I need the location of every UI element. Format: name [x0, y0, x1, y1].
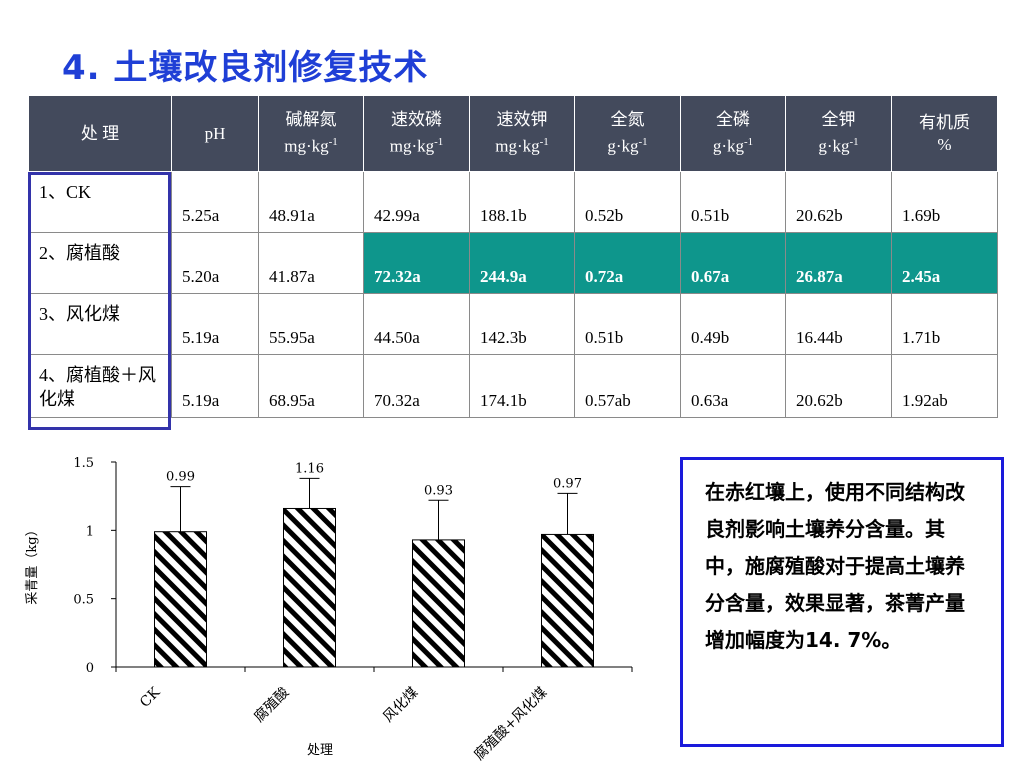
value-cell: 44.50a	[363, 293, 470, 355]
summary-note-text: 在赤红壤上，使用不同结构改良剂影响土壤养分含量。其中，施腐殖酸对于提高土壤养分含…	[705, 480, 965, 652]
data-label: 0.93	[424, 483, 453, 498]
x-axis-title: 处理	[307, 743, 333, 758]
value-cell: 0.67a	[680, 232, 786, 294]
bar	[154, 531, 207, 668]
value-cell: 5.25a	[171, 171, 259, 233]
table-row: 4、腐植酸＋风化煤 5.19a 68.95a 70.32a 174.1b 0.57ab 0.…	[28, 354, 998, 418]
x-tick-label: 腐殖酸+风化煤	[471, 684, 551, 764]
header-cell-7: 全钾 g·kg-1	[785, 95, 892, 172]
value-cell: 26.87a	[785, 232, 892, 294]
treatment-name-cell: 2、腐植酸	[28, 232, 172, 294]
value-cell: 5.19a	[171, 293, 259, 355]
y-tick-label: 1	[86, 524, 94, 539]
treatment-column-highlight-box	[28, 172, 171, 430]
table-row: 2、腐植酸 5.20a 41.87a 72.32a 244.9a 0.72a 0.67a 26…	[28, 232, 998, 294]
value-cell: 20.62b	[785, 171, 892, 233]
page-title: 4. 土壤改良剂修复技术	[62, 48, 429, 88]
table-row: 1、CK 5.25a 48.91a 42.99a 188.1b 0.52b 0.51b 20.…	[28, 171, 998, 233]
value-cell: 48.91a	[258, 171, 364, 233]
value-cell: 0.51b	[680, 171, 786, 233]
value-cell: 174.1b	[469, 354, 575, 418]
value-cell: 55.95a	[258, 293, 364, 355]
data-label: 0.99	[166, 470, 195, 485]
header-cell-5: 全氮 g·kg-1	[574, 95, 681, 172]
y-tick-label: 0	[86, 661, 94, 676]
value-cell: 70.32a	[363, 354, 470, 418]
x-tick-label: CK	[137, 684, 164, 711]
value-cell: 0.51b	[574, 293, 681, 355]
data-label: 1.16	[295, 461, 324, 476]
value-cell: 1.92ab	[891, 354, 998, 418]
treatment-name-cell: 1、CK	[28, 171, 172, 233]
value-cell: 0.52b	[574, 171, 681, 233]
value-cell: 1.69b	[891, 171, 998, 233]
value-cell: 0.72a	[574, 232, 681, 294]
value-cell: 41.87a	[258, 232, 364, 294]
value-cell: 142.3b	[469, 293, 575, 355]
summary-note-box: 在赤红壤上，使用不同结构改良剂影响土壤养分含量。其中，施腐殖酸对于提高土壤养分含…	[680, 457, 1004, 747]
value-cell: 0.49b	[680, 293, 786, 355]
table-row: 3、风化煤 5.19a 55.95a 44.50a 142.3b 0.51b 0.49b 16…	[28, 293, 998, 355]
value-cell: 1.71b	[891, 293, 998, 355]
value-cell: 72.32a	[363, 232, 470, 294]
value-cell: 0.57ab	[574, 354, 681, 418]
header-cell-8: 有机质%	[891, 95, 998, 172]
soil-nutrient-table: 处 理 pH 碱解氮 mg·kg-1 速效磷 mg·kg-1 速效钾 mg·kg-1 …	[28, 95, 998, 418]
value-cell: 5.20a	[171, 232, 259, 294]
bar	[283, 507, 336, 668]
header-cell-2: 碱解氮 mg·kg-1	[258, 95, 364, 172]
y-tick-label: 0.5	[73, 593, 94, 608]
value-cell: 20.62b	[785, 354, 892, 418]
bar	[412, 539, 465, 668]
data-label: 0.97	[553, 476, 582, 491]
table-header-row: 处 理 pH 碱解氮 mg·kg-1 速效磷 mg·kg-1 速效钾 mg·kg-1 …	[28, 95, 998, 172]
value-cell: 2.45a	[891, 232, 998, 294]
y-axis-title: 采青量（kg）	[25, 523, 40, 604]
header-cell-4: 速效钾 mg·kg-1	[469, 95, 575, 172]
value-cell: 244.9a	[469, 232, 575, 294]
yield-bar-chart: 0 0.5 1 1.5 0.99 CK 1.16 腐殖酸 0.93 风化煤 0.97 腐殖酸+风化煤处…	[25, 456, 633, 764]
x-tick-label: 腐殖酸	[251, 684, 293, 726]
header-cell-6: 全磷 g·kg-1	[680, 95, 786, 172]
bar	[541, 533, 594, 668]
value-cell: 0.63a	[680, 354, 786, 418]
header-cell-0: 处 理	[28, 95, 172, 172]
treatment-name-cell: 4、腐植酸＋风化煤	[28, 354, 172, 418]
value-cell: 188.1b	[469, 171, 575, 233]
y-tick-label: 1.5	[73, 456, 94, 471]
value-cell: 5.19a	[171, 354, 259, 418]
value-cell: 16.44b	[785, 293, 892, 355]
x-tick-label: 风化煤	[380, 685, 421, 726]
header-cell-3: 速效磷 mg·kg-1	[363, 95, 470, 172]
value-cell: 68.95a	[258, 354, 364, 418]
header-cell-1: pH	[171, 95, 259, 172]
value-cell: 42.99a	[363, 171, 470, 233]
